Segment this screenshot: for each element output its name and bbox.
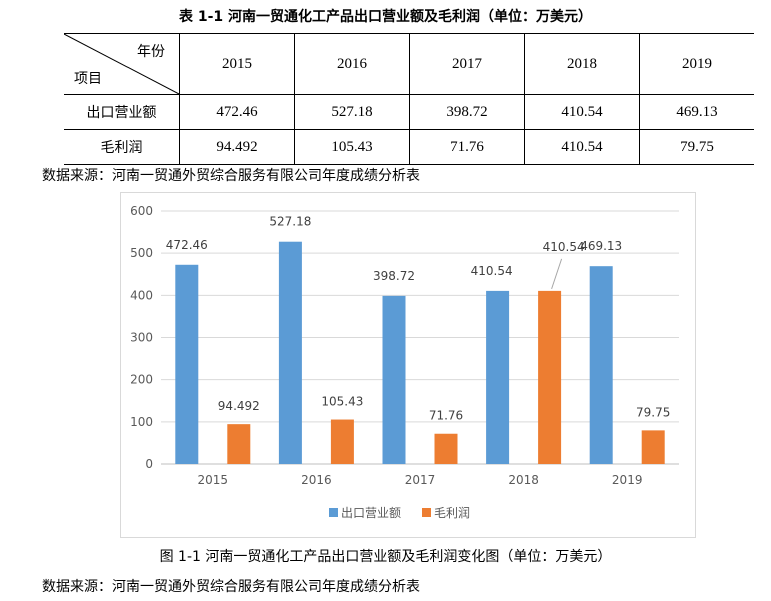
data-label: 94.492 [218, 399, 260, 413]
y-tick-label: 0 [145, 457, 153, 471]
data-label: 71.76 [429, 409, 463, 423]
legend-label: 毛利润 [434, 506, 470, 520]
bar [227, 424, 251, 464]
x-tick-label: 2019 [612, 473, 643, 487]
bar [382, 295, 406, 464]
table-caption: 表 1-1 河南一贸通化工产品出口营业额及毛利润（单位：万美元） [178, 9, 593, 25]
year-header: 2016 [294, 33, 410, 95]
x-tick-label: 2016 [301, 473, 332, 487]
x-tick-label: 2018 [508, 473, 539, 487]
data-label: 469.13 [580, 239, 622, 253]
y-tick-label: 600 [130, 204, 153, 218]
table-row: 毛利润 94.492 105.43 71.76 410.54 79.75 [64, 129, 754, 165]
table-cell: 410.54 [524, 94, 640, 130]
leader-line [551, 258, 563, 290]
bar [278, 241, 302, 464]
y-tick-label: 400 [130, 288, 153, 302]
bar [589, 266, 613, 464]
corner-year-label: 年份 [137, 44, 165, 60]
bar-chart: 0 100 200 300 400 500 600 2015 472.46 94.492 2016 5… [130, 204, 679, 520]
table-header-row: 年份 项目 2015 2016 2017 2018 2019 [64, 33, 754, 95]
bar [641, 430, 665, 464]
row-label: 出口营业额 [64, 94, 180, 130]
table-cell: 410.54 [524, 129, 640, 165]
corner-diagonal [64, 34, 179, 94]
chart-frame: 0 100 200 300 400 500 600 2015 472.46 94.492 2016 5… [120, 192, 696, 538]
legend-label: 出口营业额 [341, 506, 401, 520]
bar [434, 433, 458, 464]
bar [486, 290, 510, 464]
year-header: 2017 [409, 33, 525, 95]
legend-swatch [422, 508, 431, 517]
table-cell: 105.43 [294, 129, 410, 165]
data-label: 472.46 [166, 238, 208, 252]
bar [175, 264, 199, 464]
x-tick-label: 2017 [405, 473, 436, 487]
row-label: 毛利润 [64, 129, 180, 165]
year-header: 2019 [639, 33, 754, 95]
table-cell: 398.72 [409, 94, 525, 130]
data-label: 105.43 [321, 395, 363, 409]
data-label: 527.18 [269, 215, 311, 229]
y-tick-label: 100 [130, 415, 153, 429]
legend-swatch [329, 508, 338, 517]
table-cell: 79.75 [639, 129, 754, 165]
table-row: 出口营业额 472.46 527.18 398.72 410.54 469.13 [64, 94, 754, 130]
data-source-note: 数据来源：河南一贸通外贸综合服务有限公司年度成绩分析表 [42, 168, 420, 184]
year-header: 2018 [524, 33, 640, 95]
corner-item-label: 项目 [74, 71, 102, 87]
bar [538, 290, 562, 464]
y-tick-label: 300 [130, 331, 153, 345]
y-tick-label: 200 [130, 373, 153, 387]
data-label: 79.75 [636, 405, 670, 419]
year-header: 2015 [179, 33, 295, 95]
data-label: 410.54 [543, 240, 585, 254]
x-tick-label: 2015 [198, 473, 229, 487]
table-cell: 469.13 [639, 94, 754, 130]
data-source-note: 数据来源：河南一贸通外贸综合服务有限公司年度成绩分析表 [42, 579, 420, 595]
table-cell: 472.46 [179, 94, 295, 130]
data-label: 410.54 [471, 264, 513, 278]
table-corner-cell: 年份 项目 [64, 33, 180, 95]
table-cell: 527.18 [294, 94, 410, 130]
table-cell: 94.492 [179, 129, 295, 165]
figure-caption: 图 1-1 河南一贸通化工产品出口营业额及毛利润变化图（单位：万美元） [159, 549, 612, 565]
data-table: 年份 项目 2015 2016 2017 2018 2019 出口营业额 472… [64, 33, 754, 165]
y-tick-label: 500 [130, 246, 153, 260]
data-label: 398.72 [373, 269, 415, 283]
table-cell: 71.76 [409, 129, 525, 165]
bar [330, 419, 354, 464]
